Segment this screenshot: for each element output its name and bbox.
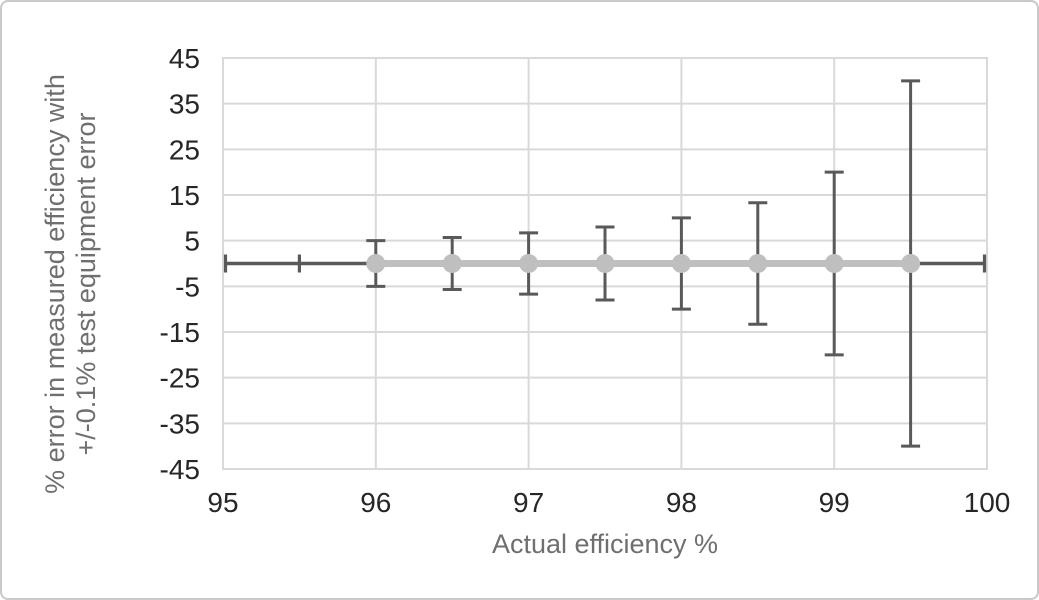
y-axis-title-line1: % error in measured efficiency with	[40, 74, 70, 494]
x-tick-label: 95	[207, 487, 238, 518]
y-tick-label: -5	[175, 271, 200, 302]
plot-border	[222, 57, 988, 470]
data-point-marker	[901, 254, 921, 273]
data-point-marker	[595, 254, 615, 273]
y-tick-label: -15	[160, 317, 200, 348]
data-point-marker	[671, 254, 691, 273]
y-tick-label: 35	[169, 89, 200, 120]
x-tick-label: 97	[513, 487, 544, 518]
x-axis-title: Actual efficiency %	[491, 529, 719, 559]
y-tick-label: 15	[169, 180, 200, 211]
y-tick-label: -35	[160, 408, 200, 439]
data-point-marker	[519, 254, 539, 273]
y-tick-label: 25	[169, 134, 200, 165]
y-tick-label: 45	[169, 43, 200, 74]
x-tick-label: 99	[819, 487, 850, 518]
data-point-marker	[442, 254, 462, 273]
x-tick-label: 96	[360, 487, 391, 518]
data-point-marker	[366, 254, 386, 273]
y-axis-title: % error in measured efficiency with +/-0…	[40, 74, 102, 494]
data-point-marker	[824, 254, 844, 273]
y-tick-label: -45	[160, 454, 200, 485]
data-point-marker	[748, 254, 768, 273]
x-tick-label: 98	[666, 487, 697, 518]
y-tick-label: 5	[184, 226, 200, 257]
y-axis-title-line2: +/-0.1% test equipment error	[71, 112, 101, 456]
y-tick-label: -25	[160, 363, 200, 394]
x-tick-label: 100	[964, 487, 1011, 518]
